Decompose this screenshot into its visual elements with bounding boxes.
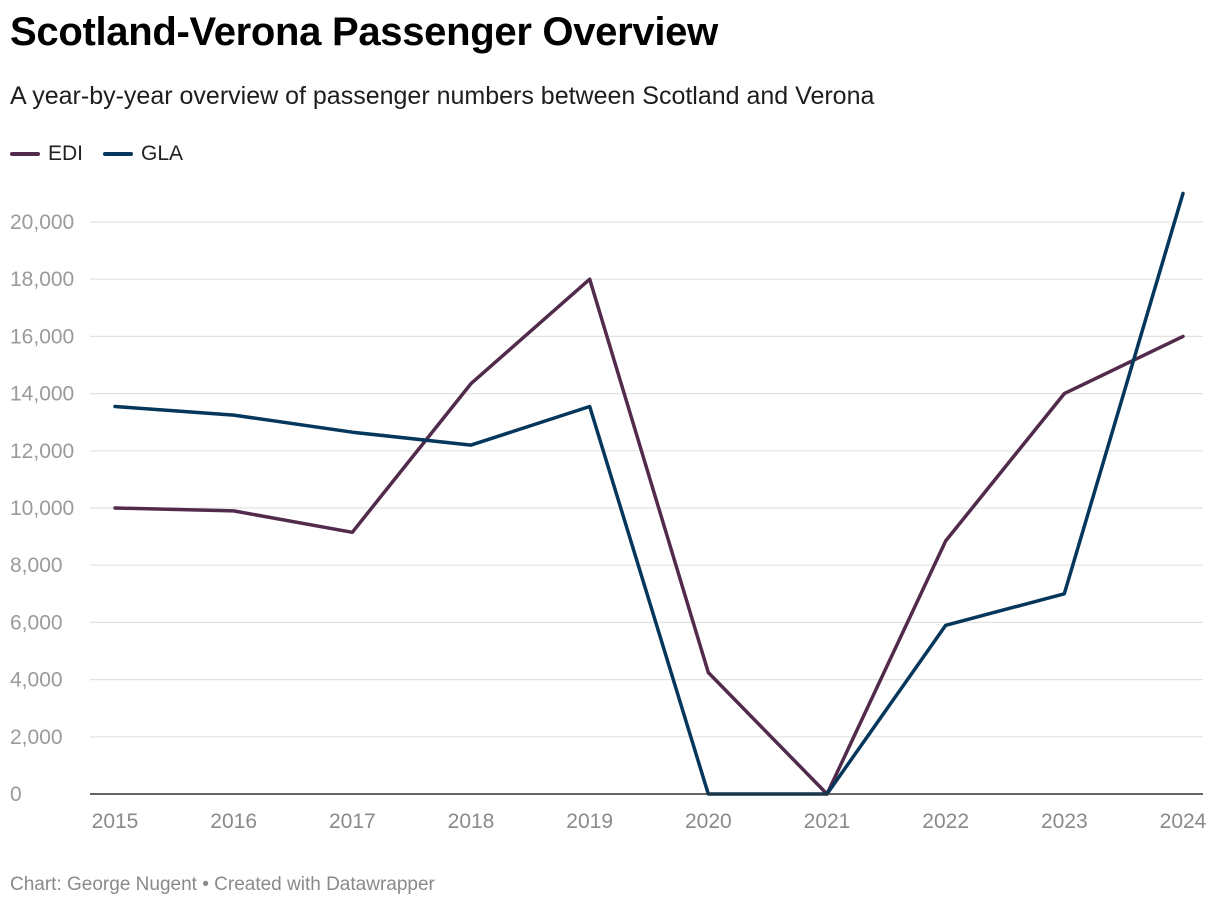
x-tick-label-2016: 2016: [210, 810, 257, 833]
legend-swatch-gla: [103, 152, 134, 156]
x-tick-label-2018: 2018: [448, 810, 495, 833]
y-tick-label-8000: 8,000: [10, 554, 63, 577]
x-tick-label-2020: 2020: [685, 810, 732, 833]
y-tick-label-16000: 16,000: [10, 325, 74, 348]
chart-subtitle: A year-by-year overview of passenger num…: [10, 82, 875, 110]
y-tick-label-2000: 2,000: [10, 726, 63, 749]
legend: EDI GLA: [10, 140, 203, 168]
y-tick-label-6000: 6,000: [10, 611, 63, 634]
x-tick-label-2024: 2024: [1160, 810, 1207, 833]
legend-swatch-edi: [10, 152, 40, 156]
chart-credit: Chart: George Nugent • Created with Data…: [10, 874, 435, 895]
legend-label-edi: EDI: [48, 142, 84, 165]
line-chart: 0 2,000 4,000 6,000 8,000 10,000 12,000 14,000 1…: [10, 191, 1207, 833]
x-tick-label-2022: 2022: [922, 810, 969, 833]
y-tick-label-14000: 14,000: [10, 383, 74, 406]
y-tick-label-4000: 4,000: [10, 669, 63, 692]
series-line-gla: [113, 191, 1185, 796]
legend-label-gla: GLA: [141, 142, 184, 165]
x-tick-label-2017: 2017: [329, 810, 376, 833]
y-tick-label-0: 0: [10, 783, 22, 806]
y-tick-label-20000: 20,000: [10, 211, 74, 234]
y-tick-label-18000: 18,000: [10, 268, 74, 291]
legend-item-edi: EDI: [10, 142, 83, 166]
legend-item-gla: GLA: [103, 142, 183, 166]
x-tick-label-2015: 2015: [92, 810, 139, 833]
y-tick-label-10000: 10,000: [10, 497, 74, 520]
series-line-edi: [113, 277, 1185, 796]
x-tick-label-2023: 2023: [1041, 810, 1088, 833]
x-tick-label-2021: 2021: [804, 810, 851, 833]
y-tick-label-12000: 12,000: [10, 440, 74, 463]
x-tick-label-2019: 2019: [566, 810, 613, 833]
chart-title: Scotland-Verona Passenger Overview: [10, 10, 718, 54]
